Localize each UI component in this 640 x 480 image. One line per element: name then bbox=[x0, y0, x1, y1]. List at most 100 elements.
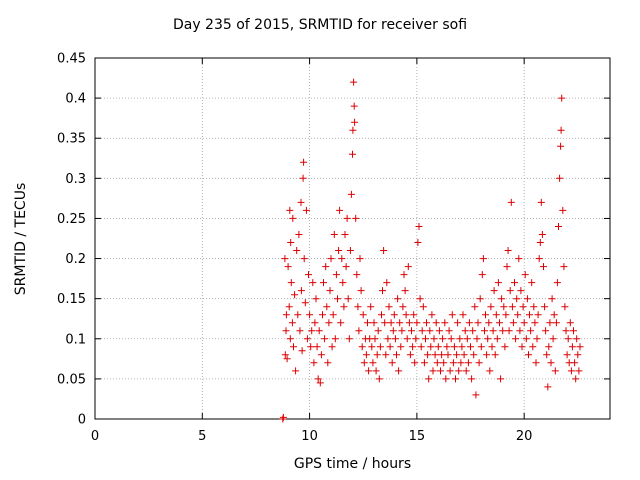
data-point bbox=[574, 351, 582, 359]
data-point bbox=[457, 359, 465, 367]
data-point bbox=[332, 271, 340, 279]
data-point bbox=[383, 279, 391, 287]
data-point bbox=[475, 359, 483, 367]
data-point bbox=[512, 335, 520, 343]
data-point bbox=[310, 359, 318, 367]
data-point bbox=[469, 327, 477, 335]
data-point bbox=[292, 367, 300, 375]
data-point bbox=[515, 255, 523, 263]
data-point bbox=[337, 319, 345, 327]
data-point bbox=[478, 271, 486, 279]
data-point bbox=[396, 319, 404, 327]
data-point bbox=[313, 343, 321, 351]
data-point bbox=[288, 319, 296, 327]
data-point bbox=[566, 319, 574, 327]
data-point bbox=[413, 319, 421, 327]
data-point bbox=[552, 319, 560, 327]
data-point bbox=[331, 335, 339, 343]
data-point bbox=[325, 319, 333, 327]
data-point bbox=[322, 263, 330, 271]
grid-lines bbox=[95, 58, 610, 419]
data-point bbox=[435, 327, 443, 335]
data-point bbox=[460, 351, 468, 359]
data-point bbox=[502, 311, 510, 319]
data-point bbox=[536, 239, 544, 246]
data-point bbox=[479, 255, 487, 263]
data-point bbox=[444, 351, 452, 359]
data-point bbox=[441, 319, 449, 327]
data-point bbox=[516, 327, 524, 335]
data-point bbox=[323, 303, 331, 311]
data-point bbox=[538, 231, 546, 238]
data-point bbox=[371, 335, 379, 343]
data-point bbox=[326, 287, 334, 295]
data-point bbox=[507, 198, 515, 206]
data-point bbox=[481, 327, 488, 335]
data-point bbox=[513, 295, 521, 303]
data-point bbox=[299, 174, 307, 182]
data-point bbox=[395, 367, 403, 375]
data-point bbox=[356, 255, 364, 263]
data-point bbox=[464, 359, 472, 367]
data-point bbox=[576, 343, 584, 351]
data-point bbox=[352, 214, 360, 222]
data-point bbox=[548, 295, 556, 303]
data-point bbox=[418, 327, 426, 335]
data-point bbox=[487, 303, 495, 311]
data-point bbox=[560, 263, 568, 271]
data-point bbox=[531, 319, 539, 327]
data-point bbox=[490, 287, 498, 295]
data-point bbox=[308, 327, 316, 335]
data-point bbox=[426, 327, 434, 335]
data-points bbox=[279, 78, 584, 423]
data-point bbox=[350, 78, 358, 86]
data-point bbox=[450, 343, 458, 351]
data-point bbox=[454, 319, 462, 327]
data-point bbox=[519, 303, 527, 311]
data-point bbox=[428, 311, 436, 319]
y-tick-label: 0.2 bbox=[65, 252, 86, 267]
data-point bbox=[541, 303, 549, 311]
y-tick-label: 0.35 bbox=[57, 132, 86, 147]
data-point bbox=[327, 255, 335, 263]
data-point bbox=[483, 351, 491, 359]
data-point bbox=[417, 343, 425, 351]
data-point bbox=[571, 359, 579, 367]
data-point bbox=[423, 319, 430, 327]
data-point bbox=[504, 247, 512, 254]
data-point bbox=[484, 335, 492, 343]
plot-frame bbox=[94, 57, 611, 420]
data-point bbox=[346, 247, 354, 254]
data-point bbox=[425, 375, 433, 383]
data-point bbox=[511, 279, 518, 287]
data-point bbox=[543, 351, 551, 359]
y-tick-label: 0.1 bbox=[65, 332, 86, 347]
data-point bbox=[362, 351, 370, 359]
data-point bbox=[347, 190, 355, 198]
data-point bbox=[321, 335, 329, 343]
data-point bbox=[398, 327, 406, 335]
data-point bbox=[317, 351, 325, 359]
data-point bbox=[534, 311, 542, 319]
data-point bbox=[467, 343, 474, 351]
data-point bbox=[341, 231, 349, 238]
data-point bbox=[367, 303, 375, 311]
data-point bbox=[283, 355, 291, 363]
data-point bbox=[370, 319, 378, 327]
x-tick-label: 20 bbox=[516, 429, 533, 444]
data-point bbox=[461, 327, 469, 335]
data-point bbox=[482, 311, 489, 319]
data-point bbox=[391, 335, 399, 343]
data-point bbox=[412, 335, 420, 343]
data-point bbox=[282, 311, 290, 319]
data-point bbox=[463, 335, 471, 343]
data-point bbox=[535, 255, 543, 263]
data-point bbox=[422, 335, 429, 343]
data-point bbox=[301, 299, 309, 307]
data-point bbox=[345, 335, 353, 343]
data-point bbox=[300, 158, 308, 166]
data-point bbox=[397, 343, 405, 351]
data-point bbox=[474, 319, 482, 327]
data-point bbox=[473, 335, 481, 343]
data-point bbox=[551, 367, 559, 375]
